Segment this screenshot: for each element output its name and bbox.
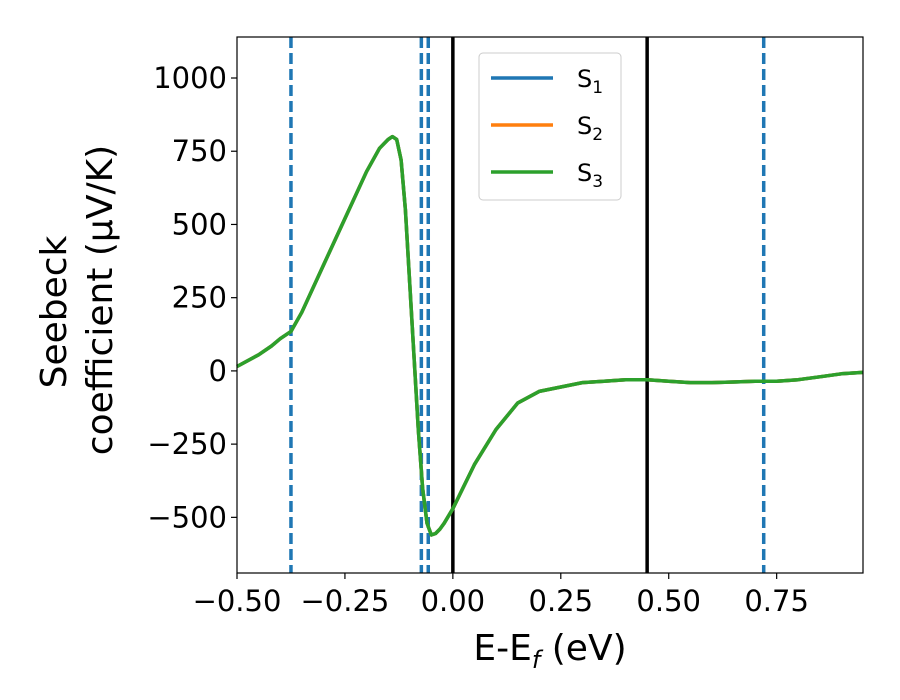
x-tick-label-5: 0.75 bbox=[744, 584, 809, 618]
y-tick-label-5: 750 bbox=[172, 134, 227, 168]
x-axis-ticks: −0.50 −0.25 0.00 0.25 0.50 0.75 bbox=[193, 573, 809, 618]
x-tick-label-1: −0.25 bbox=[300, 584, 389, 618]
x-tick-label-3: 0.25 bbox=[529, 584, 594, 618]
x-tick-label-2: 0.00 bbox=[421, 584, 486, 618]
y-tick-label-3: 250 bbox=[172, 281, 227, 315]
x-axis-title: E-Ef (eV) bbox=[473, 628, 626, 674]
legend-label-s1: S1 bbox=[577, 65, 603, 98]
y-tick-label-6: 1000 bbox=[153, 61, 227, 95]
legend-label-s2: S2 bbox=[577, 112, 603, 145]
x-tick-label-0: −0.50 bbox=[193, 584, 282, 618]
legend-label-s3: S3 bbox=[577, 159, 603, 192]
y-axis-ticks: −500 −250 0 250 500 750 1000 bbox=[147, 61, 237, 534]
y-tick-label-4: 500 bbox=[172, 207, 227, 241]
x-axis-title-base: E-E bbox=[473, 628, 531, 669]
x-tick-label-4: 0.50 bbox=[636, 584, 701, 618]
plot-frame bbox=[236, 36, 864, 574]
series-line-s3 bbox=[236, 134, 864, 537]
y-tick-label-1: −250 bbox=[147, 427, 227, 461]
vertical-markers bbox=[289, 37, 766, 573]
legend: S1 S2 S3 bbox=[478, 52, 622, 201]
y-tick-label-0: −500 bbox=[147, 500, 227, 534]
x-axis-title-unit: (eV) bbox=[540, 628, 626, 669]
y-axis-title-line2: coefficient (μV/K) bbox=[80, 145, 121, 455]
y-tick-label-2: 0 bbox=[209, 354, 227, 388]
y-axis-title-line1: Seebeck bbox=[34, 235, 75, 388]
series-lines bbox=[236, 134, 864, 537]
